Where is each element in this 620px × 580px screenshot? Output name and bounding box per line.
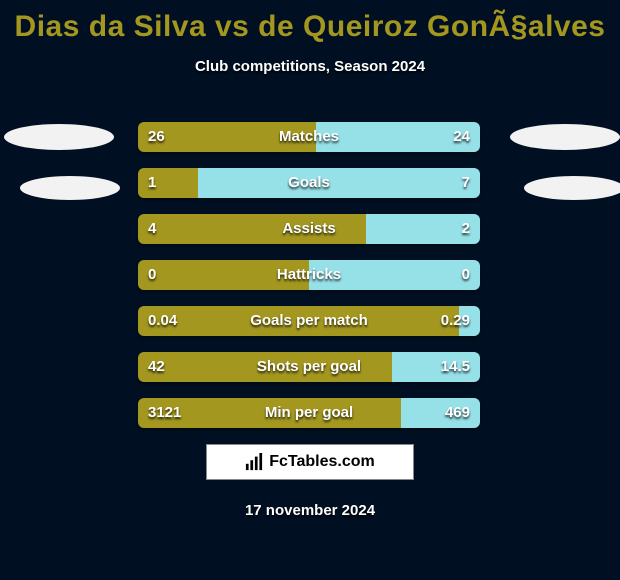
stat-row: Goals17	[138, 168, 480, 198]
stat-row: Hattricks00	[138, 260, 480, 290]
stat-row: Shots per goal4214.5	[138, 352, 480, 382]
stat-bar-right	[392, 352, 480, 382]
stat-bar-left	[138, 260, 309, 290]
comparison-subtitle: Club competitions, Season 2024	[0, 58, 620, 75]
comparison-date: 17 november 2024	[0, 502, 620, 519]
stat-bar-right	[309, 260, 480, 290]
stat-row: Goals per match0.040.29	[138, 306, 480, 336]
stat-bar-right	[198, 168, 480, 198]
player1-shadow-oval-2	[20, 176, 120, 200]
stat-bar-left	[138, 168, 198, 198]
player2-shadow-oval-1	[510, 124, 620, 150]
stat-bar-right	[366, 214, 480, 244]
brand-box[interactable]: FcTables.com	[206, 444, 414, 480]
brand-bars-icon	[245, 453, 263, 471]
brand-text: FcTables.com	[269, 453, 375, 471]
comparison-title: Dias da Silva vs de Queiroz GonÃ§alves	[0, 0, 620, 44]
stats-bars-container: Matches2624 Goals17 Assists42 Hattricks00 Go…	[138, 122, 480, 444]
stat-bar-right	[459, 306, 480, 336]
player2-shadow-oval-2	[524, 176, 620, 200]
stat-bar-right	[316, 122, 480, 152]
stat-row: Matches2624	[138, 122, 480, 152]
stat-row: Min per goal3121469	[138, 398, 480, 428]
stat-bar-left	[138, 352, 392, 382]
stat-bar-left	[138, 122, 316, 152]
stat-bar-left	[138, 306, 459, 336]
stat-bar-left	[138, 398, 401, 428]
stat-bar-right	[401, 398, 480, 428]
stat-bar-left	[138, 214, 366, 244]
player1-shadow-oval-1	[4, 124, 114, 150]
stat-row: Assists42	[138, 214, 480, 244]
